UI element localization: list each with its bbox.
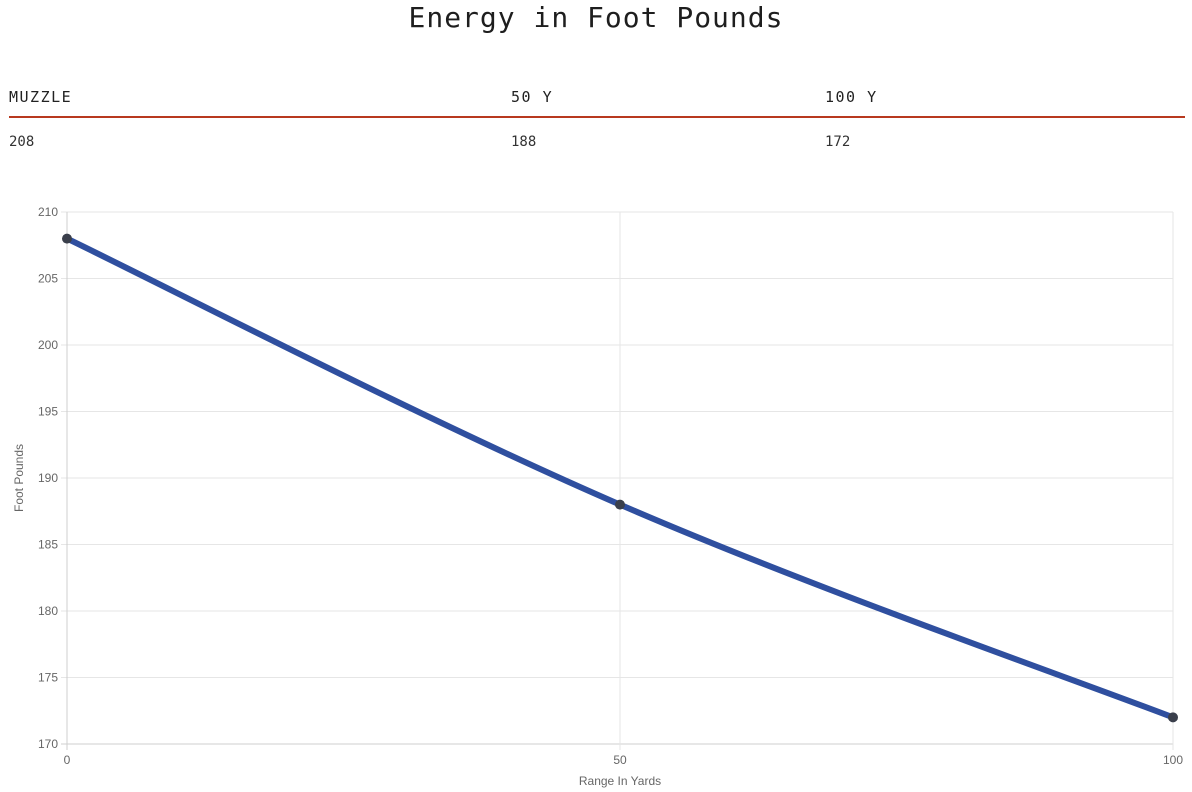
x-tick-label: 50 bbox=[613, 753, 627, 767]
x-tick-label: 0 bbox=[64, 753, 71, 767]
header-100y: 100 Y bbox=[825, 88, 878, 106]
x-axis-label: Range In Yards bbox=[579, 774, 661, 788]
data-points bbox=[62, 233, 1178, 723]
y-tick-label: 205 bbox=[38, 272, 58, 286]
value-100y: 172 bbox=[825, 134, 851, 150]
value-muzzle: 208 bbox=[9, 134, 35, 150]
y-tick-label: 175 bbox=[38, 671, 58, 685]
data-point bbox=[1168, 712, 1178, 723]
data-point bbox=[615, 499, 625, 510]
y-tick-label: 210 bbox=[38, 205, 58, 219]
header-50y: 50 Y bbox=[511, 88, 554, 106]
header-muzzle: MUZZLE bbox=[9, 88, 73, 106]
table-row: 208 188 172 bbox=[9, 118, 1185, 152]
y-tick-label: 185 bbox=[38, 538, 58, 552]
y-tick-label: 195 bbox=[38, 405, 58, 419]
y-tick-label: 180 bbox=[38, 604, 58, 618]
energy-line-chart: 170 175 180 185 190 195 200 205 210 0 50 100 Range… bbox=[12, 205, 1184, 788]
energy-table: MUZZLE 50 Y 100 Y 208 188 172 bbox=[9, 84, 1185, 152]
y-axis-label: Foot Pounds bbox=[12, 444, 26, 512]
y-axis-ticks: 170 175 180 185 190 195 200 205 210 bbox=[38, 205, 58, 751]
x-tick-label: 100 bbox=[1163, 753, 1183, 767]
y-tick-label: 190 bbox=[38, 471, 58, 485]
x-axis-ticks: 0 50 100 bbox=[64, 753, 1184, 767]
data-point bbox=[62, 233, 72, 244]
y-tick-label: 200 bbox=[38, 338, 58, 352]
chart-grid bbox=[61, 211, 1174, 750]
page-title: Energy in Foot Pounds bbox=[408, 1, 784, 34]
value-50y: 188 bbox=[511, 134, 537, 150]
table-header-row: MUZZLE 50 Y 100 Y bbox=[9, 84, 1185, 118]
y-tick-label: 170 bbox=[38, 737, 58, 751]
